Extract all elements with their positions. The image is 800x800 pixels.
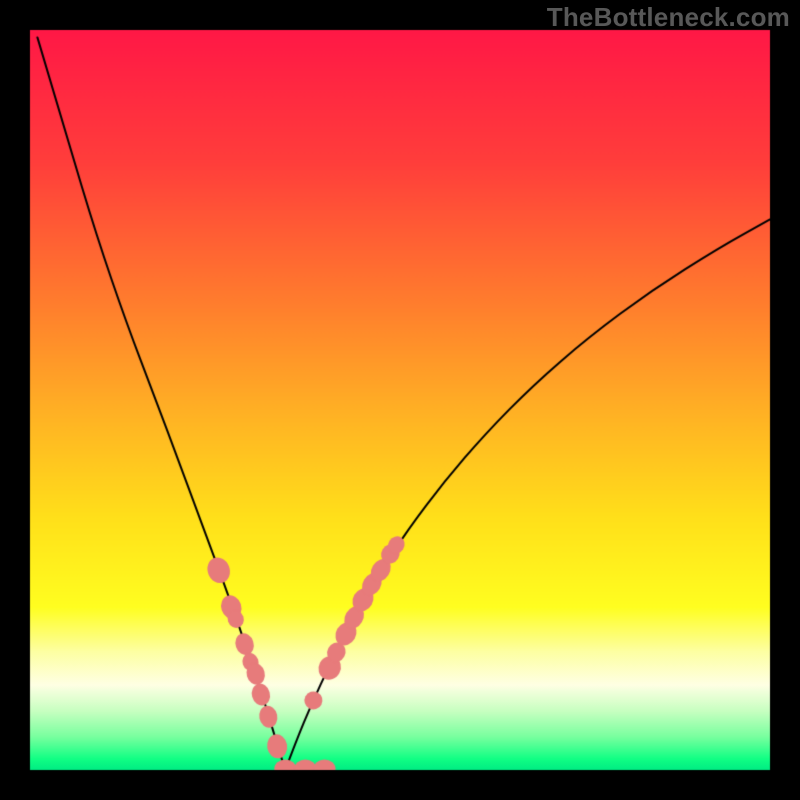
watermark-text: TheBottleneck.com xyxy=(547,2,790,33)
chart-stage: TheBottleneck.com xyxy=(0,0,800,800)
bottleneck-chart-canvas xyxy=(0,0,800,800)
